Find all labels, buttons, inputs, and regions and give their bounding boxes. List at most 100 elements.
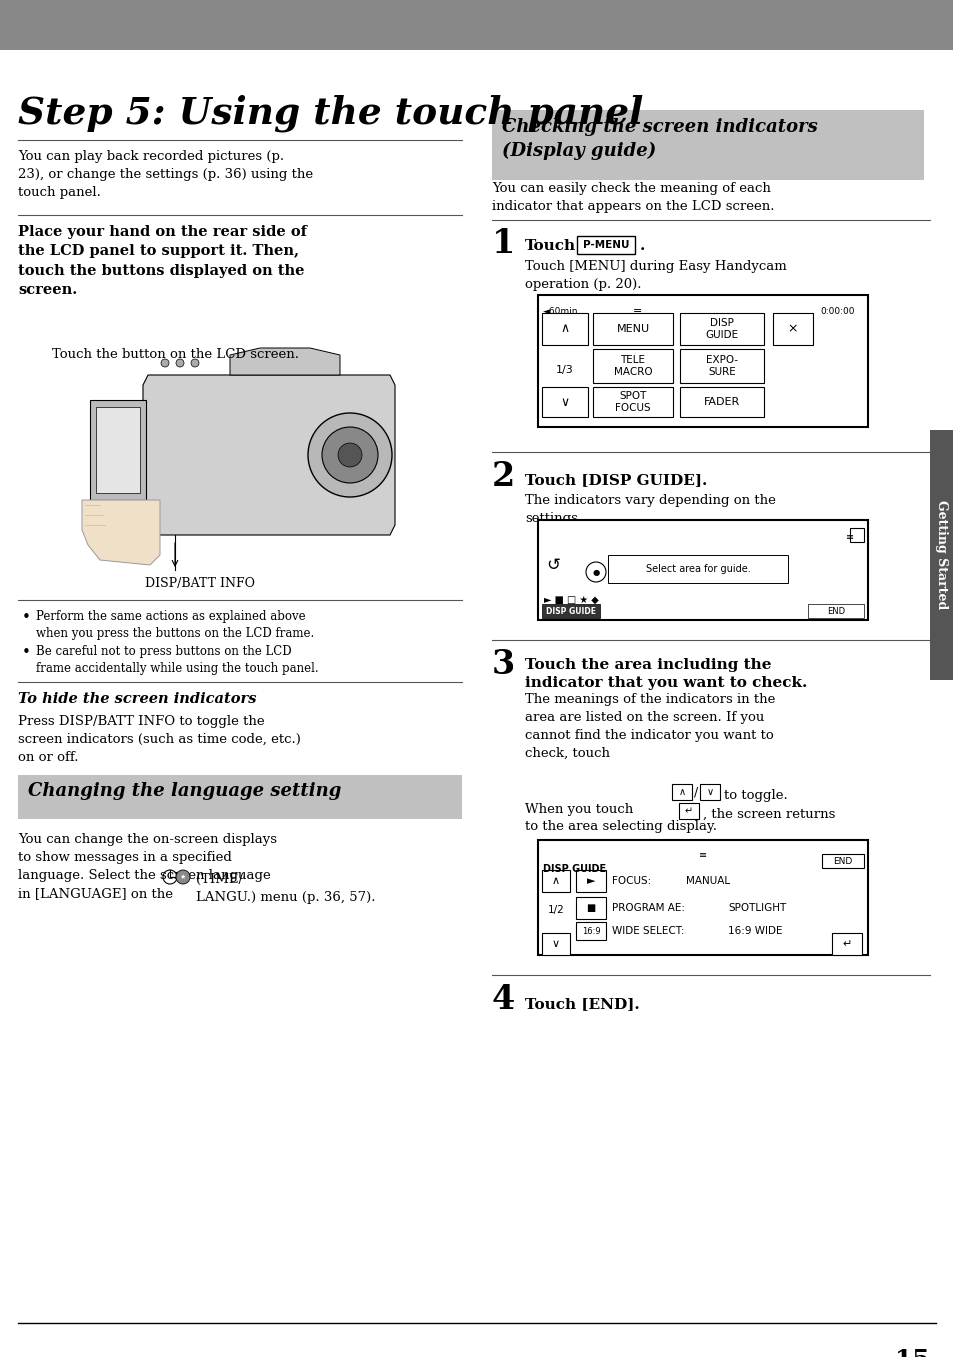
Circle shape <box>191 360 199 366</box>
Bar <box>700 784 720 801</box>
Circle shape <box>161 360 169 366</box>
Text: DISP
GUIDE: DISP GUIDE <box>704 318 738 339</box>
Bar <box>537 520 867 620</box>
Bar <box>0 0 953 50</box>
Polygon shape <box>143 375 395 535</box>
Circle shape <box>322 427 377 483</box>
Text: 15: 15 <box>894 1348 929 1357</box>
Text: PROGRAM AE:: PROGRAM AE: <box>612 902 684 913</box>
Bar <box>671 784 691 801</box>
Circle shape <box>337 442 361 467</box>
Text: ≡: ≡ <box>633 307 641 318</box>
Text: ↵: ↵ <box>684 806 692 816</box>
Text: •: • <box>22 645 30 660</box>
Bar <box>90 400 146 499</box>
Text: Select area for guide.: Select area for guide. <box>645 565 750 574</box>
Text: ■: ■ <box>586 902 595 913</box>
Text: 16:9 WIDE: 16:9 WIDE <box>727 925 781 936</box>
Bar <box>807 604 863 617</box>
Text: To hide the screen indicators: To hide the screen indicators <box>18 692 256 706</box>
Bar <box>593 349 672 383</box>
Bar <box>593 313 672 345</box>
Text: The meanings of the indicators in the
area are listed on the screen. If you
cann: The meanings of the indicators in the ar… <box>524 693 775 760</box>
Circle shape <box>175 360 184 366</box>
Text: 1/2: 1/2 <box>547 905 564 915</box>
Text: SPOTLIGHT: SPOTLIGHT <box>727 902 785 913</box>
Text: DISP GUIDE: DISP GUIDE <box>545 607 596 616</box>
Text: to toggle.: to toggle. <box>723 788 787 802</box>
Text: Touch [END].: Touch [END]. <box>524 997 639 1011</box>
Text: ∧: ∧ <box>559 323 569 335</box>
Text: ∧: ∧ <box>552 877 559 886</box>
Text: MANUAL: MANUAL <box>685 877 729 886</box>
Text: When you touch: When you touch <box>524 803 633 816</box>
Text: 2: 2 <box>492 460 515 493</box>
Text: FOCUS:: FOCUS: <box>612 877 651 886</box>
Text: DISP/BATT INFO: DISP/BATT INFO <box>145 577 254 590</box>
Text: ↵: ↵ <box>841 939 851 949</box>
Bar <box>541 387 587 417</box>
Text: Touch the area including the
indicator that you want to check.: Touch the area including the indicator t… <box>524 658 806 691</box>
Text: ≡: ≡ <box>845 532 853 541</box>
Text: /: / <box>693 786 698 798</box>
Bar <box>541 604 599 617</box>
Text: ►: ► <box>586 877 595 886</box>
Circle shape <box>585 562 605 582</box>
Text: Place your hand on the rear side of
the LCD panel to support it. Then,
touch the: Place your hand on the rear side of the … <box>18 225 307 297</box>
Text: Getting Started: Getting Started <box>935 501 947 609</box>
Bar <box>492 110 923 180</box>
Bar <box>679 313 763 345</box>
Bar <box>607 555 787 584</box>
Bar <box>772 313 812 345</box>
Bar <box>576 870 605 892</box>
Text: .: . <box>639 239 644 252</box>
Text: END: END <box>833 856 852 866</box>
Text: ► ■ □ ★ ◆: ► ■ □ ★ ◆ <box>543 594 598 605</box>
Text: ∨: ∨ <box>559 395 569 408</box>
Bar <box>679 387 763 417</box>
Text: You can play back recorded pictures (p.
23), or change the settings (p. 36) usin: You can play back recorded pictures (p. … <box>18 151 313 199</box>
Text: ∨: ∨ <box>706 787 713 797</box>
Text: Step 5: Using the touch panel: Step 5: Using the touch panel <box>18 95 642 133</box>
Text: ∨: ∨ <box>552 939 559 949</box>
Bar <box>96 407 140 493</box>
Bar <box>18 775 461 820</box>
Bar <box>537 294 867 427</box>
Text: Touch the button on the LCD screen.: Touch the button on the LCD screen. <box>52 347 298 361</box>
Text: 3: 3 <box>492 649 515 681</box>
Text: 4: 4 <box>492 982 515 1016</box>
Text: MENU: MENU <box>616 324 649 334</box>
Text: WIDE SELECT:: WIDE SELECT: <box>612 925 684 936</box>
Text: Touch: Touch <box>524 239 576 252</box>
Bar <box>593 387 672 417</box>
Text: You can easily check the meaning of each
indicator that appears on the LCD scree: You can easily check the meaning of each… <box>492 182 774 213</box>
Bar <box>679 803 699 820</box>
Text: , the screen returns: , the screen returns <box>702 807 835 821</box>
Polygon shape <box>82 499 160 565</box>
Text: 1/3: 1/3 <box>556 365 574 375</box>
Bar <box>541 934 569 955</box>
Text: 1: 1 <box>492 227 515 261</box>
Text: Touch [DISP GUIDE].: Touch [DISP GUIDE]. <box>524 474 706 487</box>
Text: SPOT
FOCUS: SPOT FOCUS <box>615 391 650 413</box>
Text: 0:00:00: 0:00:00 <box>820 307 854 316</box>
Text: You can change the on-screen displays
to show messages in a specified
language. : You can change the on-screen displays to… <box>18 833 276 900</box>
Bar <box>576 921 605 940</box>
Text: EXPO-
SURE: EXPO- SURE <box>705 356 738 377</box>
Bar <box>929 430 953 680</box>
Text: FADER: FADER <box>703 398 740 407</box>
Text: Perform the same actions as explained above
when you press the buttons on the LC: Perform the same actions as explained ab… <box>36 611 314 641</box>
Text: ≡: ≡ <box>699 849 706 860</box>
Circle shape <box>175 870 190 883</box>
Polygon shape <box>230 347 339 375</box>
Text: Checking the screen indicators
(Display guide): Checking the screen indicators (Display … <box>501 118 817 160</box>
Text: Touch [MENU] during Easy Handycam
operation (p. 20).: Touch [MENU] during Easy Handycam operat… <box>524 261 786 290</box>
Bar <box>679 349 763 383</box>
Text: ×: × <box>787 323 798 335</box>
Text: END: END <box>826 607 844 616</box>
Text: 16:9: 16:9 <box>581 927 599 935</box>
Text: P-MENU: P-MENU <box>582 240 629 250</box>
Bar <box>821 854 863 868</box>
Text: ●: ● <box>592 567 599 577</box>
Text: ★: ★ <box>180 874 186 879</box>
